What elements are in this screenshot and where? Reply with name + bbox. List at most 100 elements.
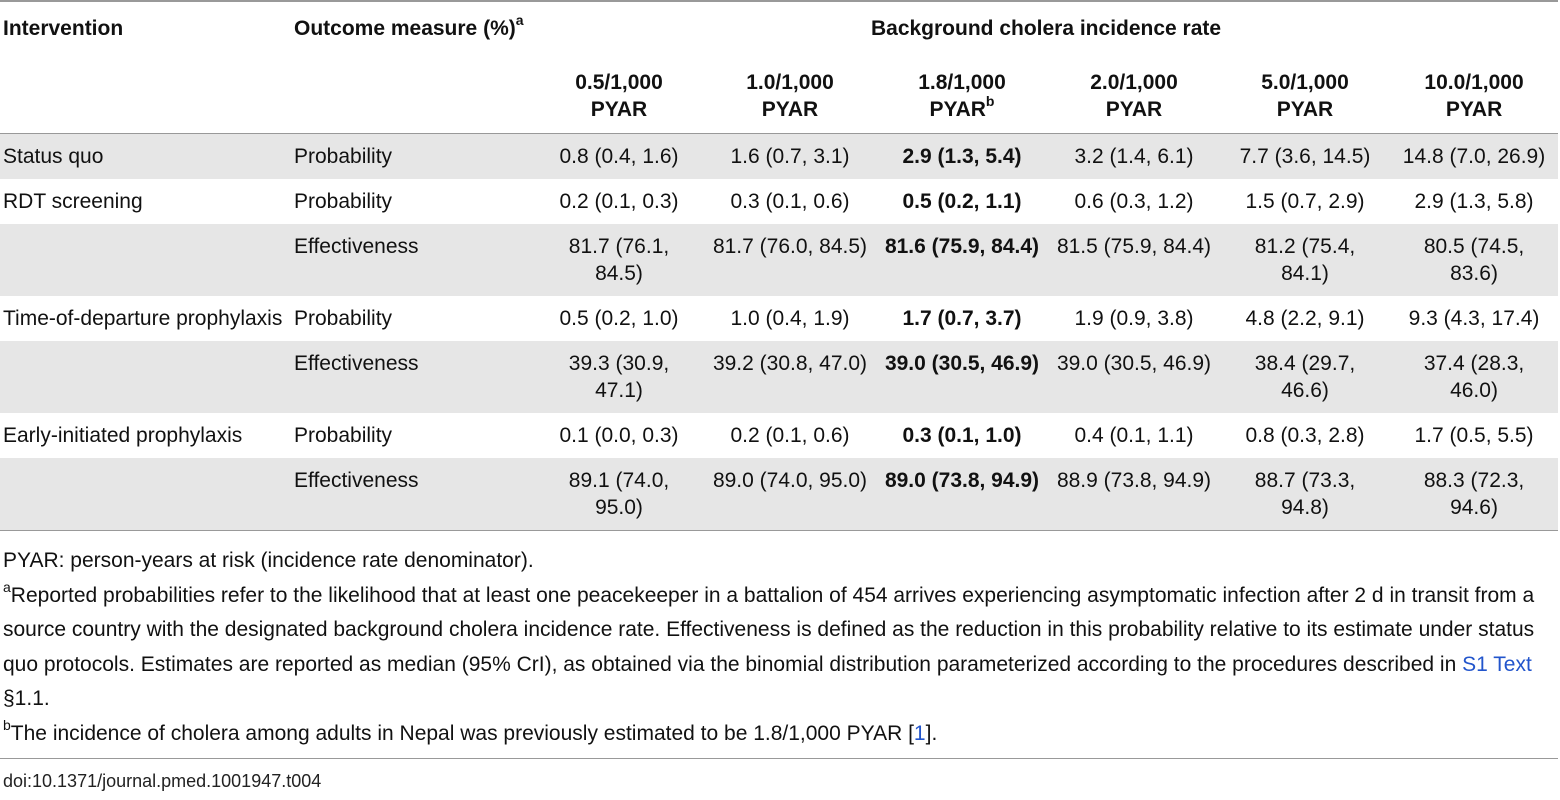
table-footnotes: PYAR: person-years at risk (incidence ra… — [3, 544, 1558, 751]
rate-0-line2: PYAR — [590, 98, 648, 121]
note-a-tail: §1.1. — [3, 687, 50, 710]
header-row-2: 0.5/1,000 PYAR 1.0/1,000 PYAR 1.8/1,000 PYA… — [0, 69, 1559, 134]
cell-value: 1.5 (0.7, 2.9) — [1245, 190, 1365, 213]
table-body: Status quo Probability 0.8 (0.4, 1.6) 1.6 (… — [0, 133, 1559, 531]
s1-text-link[interactable]: S1 Text — [1462, 652, 1532, 676]
doi-label: doi:10.1371/journal.pmed.1001947.t004 — [3, 771, 322, 791]
note-a-text: Reported probabilities refer to the like… — [3, 583, 1535, 676]
cell-intervention: RDT screening — [3, 190, 143, 213]
note-a: aReported probabilities refer to the lik… — [3, 579, 1558, 717]
cell-outcome-measure: Effectiveness — [291, 224, 534, 296]
cell-value: 1.7 (0.7, 3.7) — [902, 307, 1022, 330]
cell-value: 39.0 (30.5, 46.9) — [876, 341, 1048, 413]
note-b-tail: ]. — [925, 721, 938, 745]
header-group: Background cholera incidence rate — [870, 17, 1222, 40]
rate-0-line1: 0.5/1,000 — [575, 71, 663, 94]
cell-intervention: Early-initiated prophylaxis — [3, 424, 243, 447]
rate-5-line1: 10.0/1,000 — [1424, 71, 1524, 94]
rate-2-sup: b — [985, 93, 995, 109]
cell-value: 0.4 (0.1, 1.1) — [1074, 424, 1194, 447]
rate-2-line1: 1.8/1,000 — [918, 71, 1006, 94]
cell-value: 81.2 (75.4, 84.1) — [1220, 224, 1390, 296]
cell-outcome-measure: Probability — [294, 307, 393, 330]
header-outcome-text: Outcome measure (%) — [294, 17, 516, 40]
cell-value: 37.4 (28.3, 46.0) — [1390, 341, 1559, 413]
rate-3-line1: 2.0/1,000 — [1090, 71, 1178, 94]
cell-intervention — [0, 341, 291, 413]
cell-value: 88.3 (72.3, 94.6) — [1390, 458, 1559, 531]
note-pyar: PYAR: person-years at risk (incidence ra… — [3, 549, 534, 572]
table-row: Time-of-departure prophylaxis Probability… — [0, 296, 1558, 341]
cell-value: 0.5 (0.2, 1.1) — [902, 190, 1022, 213]
cell-value: 0.2 (0.1, 0.6) — [730, 424, 850, 447]
cell-value: 81.6 (75.9, 84.4) — [876, 224, 1048, 296]
cell-value: 80.5 (74.5, 83.6) — [1390, 224, 1559, 296]
cell-intervention — [0, 224, 291, 296]
note-a-marker: a — [3, 578, 11, 595]
table-row: Effectiveness 81.7 (76.1, 84.5) 81.7 (76.0… — [0, 224, 1559, 296]
cell-value: 1.0 (0.4, 1.9) — [730, 307, 850, 330]
cell-intervention: Time-of-departure prophylaxis — [3, 307, 283, 330]
header-rate-4: 5.0/1,000 PYAR — [1220, 69, 1390, 134]
cell-outcome-measure: Probability — [294, 190, 393, 213]
rate-4-line2: PYAR — [1276, 98, 1334, 121]
cell-value: 0.2 (0.1, 0.3) — [559, 190, 679, 213]
cell-value: 89.0 (74.0, 95.0) — [704, 458, 876, 531]
results-table: Intervention Outcome measure (%)a Backgr… — [0, 1, 1559, 531]
cell-value: 2.9 (1.3, 5.8) — [1414, 190, 1534, 213]
doi-divider — [0, 758, 1558, 759]
header-row-1: Intervention Outcome measure (%)a Backgr… — [0, 1, 1559, 69]
header-rate-2: 1.8/1,000 PYARb — [876, 69, 1048, 134]
header-rate-0: 0.5/1,000 PYAR — [534, 69, 704, 134]
note-b-marker: b — [3, 716, 11, 733]
table-row: Effectiveness 39.3 (30.9, 47.1) 39.2 (30.8… — [0, 341, 1559, 413]
header-intervention: Intervention — [3, 17, 124, 40]
cell-outcome-measure: Effectiveness — [291, 458, 534, 531]
header-outcome-sup: a — [515, 12, 524, 28]
header-outcome: Outcome measure (%)a — [291, 1, 534, 134]
table-row: Effectiveness 89.1 (74.0, 95.0) 89.0 (74.0… — [0, 458, 1559, 531]
cell-value: 4.8 (2.2, 9.1) — [1245, 307, 1365, 330]
cell-value: 2.9 (1.3, 5.4) — [876, 133, 1048, 179]
cell-value: 88.9 (73.8, 94.9) — [1048, 458, 1220, 531]
rate-1-line2: PYAR — [761, 98, 819, 121]
header-rate-5: 10.0/1,000 PYAR — [1390, 69, 1558, 134]
cell-value: 3.2 (1.4, 6.1) — [1048, 133, 1220, 179]
header-rate-3: 2.0/1,000 PYAR — [1048, 69, 1220, 134]
cell-outcome-measure: Probability — [294, 424, 393, 447]
reference-1-link[interactable]: 1 — [913, 721, 926, 745]
cell-outcome-measure: Probability — [291, 133, 534, 179]
cell-value: 39.3 (30.9, 47.1) — [534, 341, 704, 413]
cell-outcome-measure: Effectiveness — [291, 341, 534, 413]
cell-value: 0.3 (0.1, 0.6) — [730, 190, 850, 213]
table-row: RDT screening Probability 0.2 (0.1, 0.3) 0.… — [0, 179, 1558, 224]
note-b: bThe incidence of cholera among adults i… — [3, 717, 1558, 752]
cell-value: 39.2 (30.8, 47.0) — [704, 341, 876, 413]
cell-intervention — [0, 458, 291, 531]
cell-value: 0.1 (0.0, 0.3) — [559, 424, 679, 447]
rate-4-line1: 5.0/1,000 — [1261, 71, 1349, 94]
table-row: Early-initiated prophylaxis Probability 0.… — [0, 413, 1558, 458]
table-row: Status quo Probability 0.8 (0.4, 1.6) 1.6 (… — [0, 133, 1559, 179]
cell-value: 7.7 (3.6, 14.5) — [1220, 133, 1390, 179]
cell-value: 81.5 (75.9, 84.4) — [1048, 224, 1220, 296]
rate-2-line2: PYAR — [929, 98, 986, 121]
rate-1-line1: 1.0/1,000 — [746, 71, 834, 94]
cell-value: 39.0 (30.5, 46.9) — [1048, 341, 1220, 413]
cell-value: 0.5 (0.2, 1.0) — [559, 307, 679, 330]
cell-value: 0.3 (0.1, 1.0) — [902, 424, 1022, 447]
cell-value: 1.6 (0.7, 3.1) — [704, 133, 876, 179]
cell-value: 38.4 (29.7, 46.6) — [1220, 341, 1390, 413]
cell-value: 81.7 (76.1, 84.5) — [534, 224, 704, 296]
cell-value: 89.1 (74.0, 95.0) — [534, 458, 704, 531]
cell-value: 89.0 (73.8, 94.9) — [876, 458, 1048, 531]
rate-3-line2: PYAR — [1105, 98, 1163, 121]
note-b-text: The incidence of cholera among adults in… — [10, 721, 914, 745]
cell-value: 88.7 (73.3, 94.8) — [1220, 458, 1390, 531]
cell-value: 1.7 (0.5, 5.5) — [1414, 424, 1534, 447]
cell-value: 81.7 (76.0, 84.5) — [704, 224, 876, 296]
cell-intervention: Status quo — [0, 133, 291, 179]
cell-value: 0.6 (0.3, 1.2) — [1074, 190, 1194, 213]
cell-value: 14.8 (7.0, 26.9) — [1390, 133, 1559, 179]
